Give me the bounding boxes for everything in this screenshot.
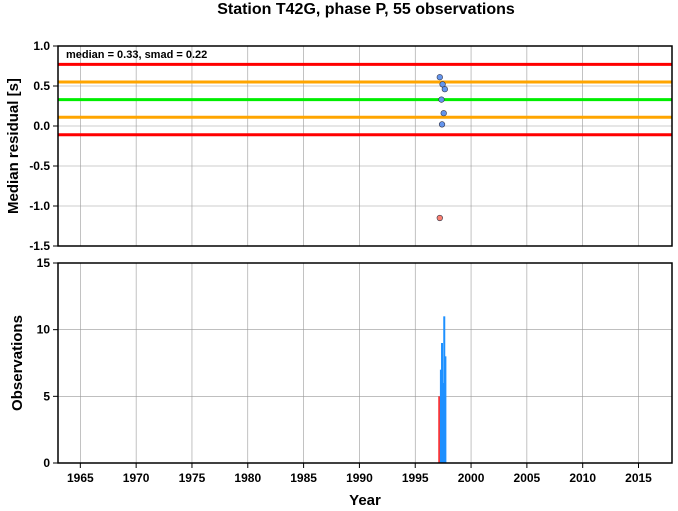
- observation-bar-4: [443, 316, 446, 463]
- year-xtick-label: 2005: [514, 471, 541, 485]
- residual-point-0: [436, 74, 443, 81]
- residual-point-2: [441, 86, 448, 93]
- observations-y-ticks: 15 10 5 0: [37, 256, 58, 470]
- residual-ytick-label: 0.0: [33, 119, 50, 133]
- year-xtick-label: 1985: [290, 471, 317, 485]
- observation-bar-1: [439, 369, 442, 463]
- observation-bar-5: [444, 356, 447, 463]
- residual-ytick-label: -0.5: [29, 159, 50, 173]
- year-xtick-label: 1980: [234, 471, 261, 485]
- year-xtick-label: 2015: [625, 471, 652, 485]
- residual-ytick-label: 0.5: [33, 79, 50, 93]
- year-xtick-label: 2010: [569, 471, 596, 485]
- residual-point-5: [438, 121, 446, 128]
- observations-panel: 15 10 5 0 1965 1970 1975 1980 1985 1990 1995 2000 2…: [9, 256, 673, 509]
- observations-y-axis-label: Observations: [9, 315, 26, 411]
- observations-ytick-label: 10: [37, 323, 51, 337]
- year-xtick-label: 2000: [458, 471, 485, 485]
- year-xtick-label: 1990: [346, 471, 373, 485]
- year-xtick-label: 1995: [402, 471, 429, 485]
- chart-title: Station T42G, phase P, 55 observations: [217, 1, 515, 18]
- residual-frame: [57, 45, 673, 247]
- observation-bar-0: [438, 396, 441, 463]
- observation-bars: [438, 316, 447, 463]
- observations-ytick-label: 5: [43, 389, 50, 403]
- x-axis-label: Year: [349, 492, 381, 509]
- observation-bar-3: [442, 383, 445, 463]
- observation-bar-2: [441, 343, 444, 463]
- observations-frame: [57, 262, 673, 464]
- residual-point-3: [438, 96, 445, 103]
- residual-ytick-label: -1.5: [29, 239, 50, 253]
- residual-y-axis-label: Median residual [s]: [5, 78, 22, 214]
- year-x-ticks: 1965 1970 1975 1980 1985 1990 1995 2000 2005 2010…: [67, 463, 652, 485]
- year-xtick-label: 1965: [67, 471, 94, 485]
- residual-grid: [58, 45, 672, 247]
- residual-ytick-label: -1.0: [29, 199, 50, 213]
- observations-ytick-label: 0: [43, 456, 50, 470]
- residual-ytick-label: 1.0: [33, 39, 50, 53]
- year-xtick-label: 1975: [179, 471, 206, 485]
- residual-point-6: [436, 214, 443, 222]
- median-annotation: median = 0.33, smad = 0.22: [66, 49, 207, 61]
- residual-panel: 1.0 0.5 0.0 -0.5 -1.0 -1.5 median = 0.33, sma…: [5, 39, 673, 253]
- observations-grid: [58, 262, 672, 464]
- residual-point-4: [440, 110, 447, 117]
- observations-ytick-label: 15: [37, 256, 51, 270]
- residual-y-ticks: 1.0 0.5 0.0 -0.5 -1.0 -1.5: [29, 39, 58, 253]
- year-xtick-label: 1970: [123, 471, 150, 485]
- residual-points: [436, 74, 448, 222]
- reference-lines: [58, 62, 672, 137]
